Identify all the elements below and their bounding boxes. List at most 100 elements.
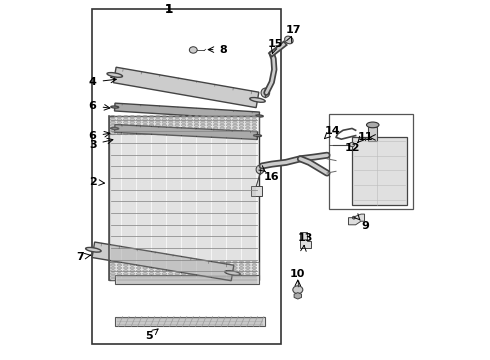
Ellipse shape [214,275,218,278]
Ellipse shape [136,127,141,129]
Ellipse shape [181,267,186,269]
Ellipse shape [111,121,115,123]
Text: 11: 11 [358,132,373,143]
Ellipse shape [245,264,250,266]
Ellipse shape [143,275,147,278]
Ellipse shape [188,267,193,269]
Ellipse shape [194,118,199,121]
Ellipse shape [239,261,244,264]
Text: 3: 3 [89,140,97,149]
Ellipse shape [123,133,128,135]
Ellipse shape [136,264,141,266]
Ellipse shape [156,116,160,118]
Ellipse shape [143,267,147,269]
Ellipse shape [175,121,179,123]
Text: 4: 4 [89,77,97,87]
Ellipse shape [130,130,135,132]
Ellipse shape [143,130,147,132]
Ellipse shape [285,36,293,44]
Ellipse shape [226,270,231,272]
Ellipse shape [252,267,257,269]
Ellipse shape [162,133,167,135]
Text: 8: 8 [220,45,227,55]
Ellipse shape [200,261,205,264]
Ellipse shape [252,130,257,132]
Ellipse shape [233,275,237,278]
Ellipse shape [188,121,193,123]
Ellipse shape [226,264,231,266]
Ellipse shape [130,275,135,278]
Ellipse shape [214,278,218,280]
Ellipse shape [130,127,135,129]
Ellipse shape [226,273,231,275]
Ellipse shape [136,124,141,126]
Ellipse shape [245,275,250,278]
Ellipse shape [214,130,218,132]
Ellipse shape [252,133,257,135]
Ellipse shape [175,267,179,269]
Polygon shape [115,125,258,140]
Ellipse shape [188,264,193,266]
Ellipse shape [117,116,122,118]
Ellipse shape [214,118,218,121]
Ellipse shape [123,118,128,121]
Ellipse shape [175,261,179,264]
Ellipse shape [207,124,212,126]
Ellipse shape [123,273,128,275]
Ellipse shape [207,267,212,269]
Ellipse shape [200,116,205,118]
Ellipse shape [220,116,224,118]
Text: 5: 5 [145,332,152,342]
Ellipse shape [188,261,193,264]
Ellipse shape [181,261,186,264]
Ellipse shape [207,118,212,121]
Ellipse shape [245,261,250,264]
Ellipse shape [169,273,173,275]
Ellipse shape [123,124,128,126]
Ellipse shape [194,273,199,275]
Ellipse shape [111,130,115,132]
Ellipse shape [111,270,115,272]
Ellipse shape [220,124,224,126]
Ellipse shape [162,121,167,123]
Ellipse shape [162,130,167,132]
Ellipse shape [188,130,193,132]
Ellipse shape [220,261,224,264]
Ellipse shape [194,130,199,132]
Ellipse shape [245,133,250,135]
Ellipse shape [162,116,167,118]
Ellipse shape [117,127,122,129]
Ellipse shape [256,165,264,174]
Ellipse shape [169,278,173,280]
Ellipse shape [107,73,122,77]
Ellipse shape [245,124,250,126]
Ellipse shape [181,124,186,126]
Ellipse shape [175,124,179,126]
Ellipse shape [156,124,160,126]
Ellipse shape [245,121,250,123]
Ellipse shape [117,264,122,266]
Ellipse shape [194,278,199,280]
Ellipse shape [175,127,179,129]
Ellipse shape [226,133,231,135]
Ellipse shape [117,267,122,269]
Ellipse shape [111,261,115,264]
Ellipse shape [117,270,122,272]
Ellipse shape [162,261,167,264]
Ellipse shape [117,118,122,121]
Ellipse shape [233,261,237,264]
FancyBboxPatch shape [115,275,259,284]
Ellipse shape [111,267,115,269]
Ellipse shape [207,278,212,280]
Ellipse shape [136,116,141,118]
Ellipse shape [252,275,257,278]
Ellipse shape [181,116,186,118]
Ellipse shape [207,116,212,118]
Ellipse shape [149,278,154,280]
Ellipse shape [156,270,160,272]
Ellipse shape [200,118,205,121]
Ellipse shape [130,121,135,123]
Ellipse shape [252,270,257,272]
Ellipse shape [352,216,355,219]
Ellipse shape [252,116,257,118]
